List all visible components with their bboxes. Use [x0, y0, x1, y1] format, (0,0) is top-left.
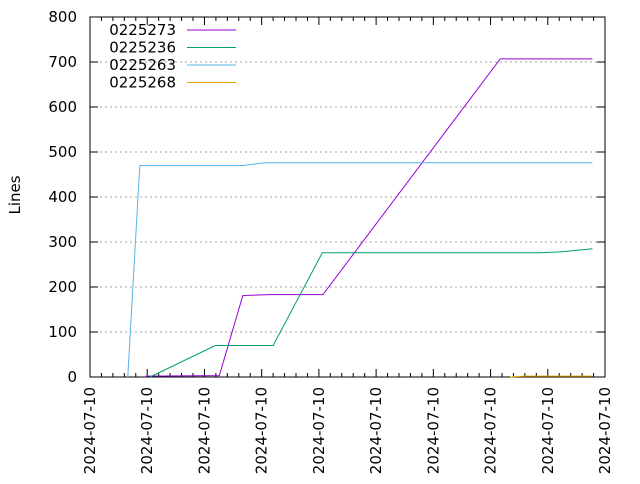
x-tick-label: 2024-07-10 — [367, 387, 385, 474]
y-tick-labels: 0 100 200 300 400 500 600 700 800 — [48, 8, 77, 386]
plot-border — [89, 16, 606, 378]
x-tick-label: 2024-07-10 — [596, 387, 614, 474]
axes — [89, 16, 606, 378]
x-tick-label: 2024-07-10 — [195, 387, 213, 474]
x-tick-label: 2024-07-10 — [424, 387, 442, 474]
series-line-0225268 — [509, 375, 593, 378]
legend-label: 0225236 — [109, 39, 176, 57]
legend-label: 0225268 — [109, 74, 176, 92]
y-tick-label: 300 — [48, 233, 77, 251]
legend-label: 0225273 — [109, 21, 176, 39]
x-tick-label: 2024-07-10 — [539, 387, 557, 474]
y-tick-label: 600 — [48, 98, 77, 116]
x-tick-label: 2024-07-10 — [253, 387, 271, 474]
y-tick-label: 200 — [48, 278, 77, 296]
series-line-0225263 — [127, 162, 593, 378]
x-tick-labels: 2024-07-10 2024-07-10 2024-07-10 2024-07-10… — [81, 387, 614, 474]
y-tick-label: 0 — [67, 368, 77, 386]
x-tick-label: 2024-07-10 — [482, 387, 500, 474]
y-tick-label: 100 — [48, 323, 77, 341]
x-tick-label: 2024-07-10 — [81, 387, 99, 474]
y-tick-label: 700 — [48, 53, 77, 71]
y-axis-label: Lines — [6, 175, 24, 214]
legend-label: 0225263 — [109, 56, 176, 74]
x-tick-label: 2024-07-10 — [310, 387, 328, 474]
y-tick-label: 500 — [48, 143, 77, 161]
series-line-0225273 — [146, 58, 593, 377]
grid-lines — [90, 61, 605, 333]
y-tick-label: 400 — [48, 188, 77, 206]
y-tick-label: 800 — [48, 8, 77, 26]
series-lines — [127, 58, 593, 378]
x-tick-label: 2024-07-10 — [138, 387, 156, 474]
series-line-0225236 — [149, 248, 593, 378]
